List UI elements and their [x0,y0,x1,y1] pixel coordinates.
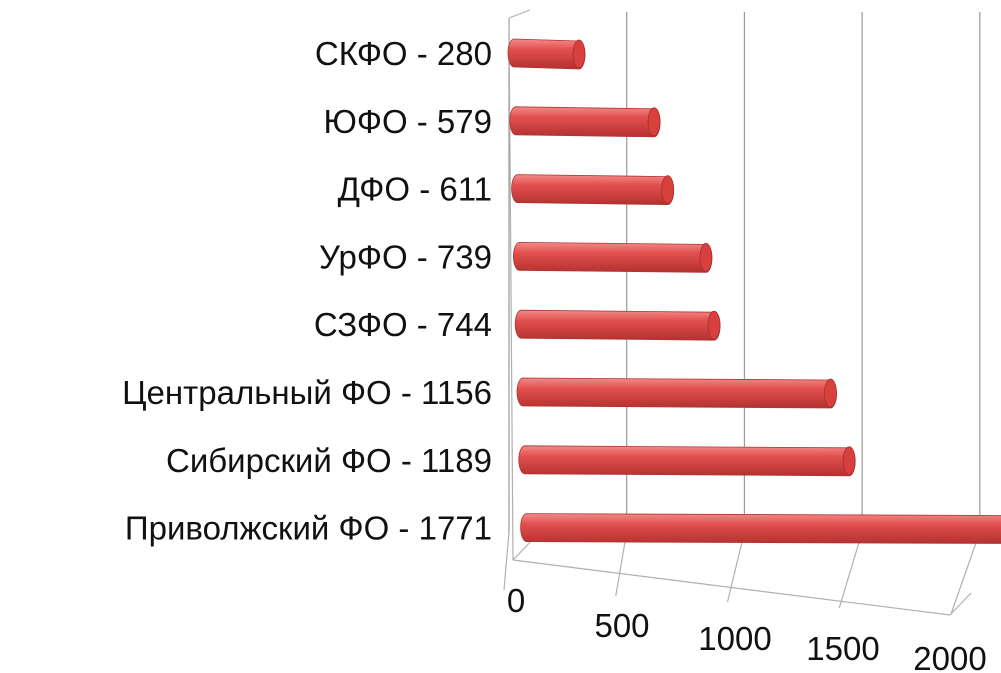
top-wall-edge [508,9,531,19]
bar-cap [699,242,713,272]
bar-cap [707,310,721,340]
bar [518,445,856,477]
left-wall-edge [508,17,514,561]
bar-body [511,174,675,206]
floor-line-1000 [726,531,745,603]
category-label: СКФО - 280 [315,35,492,72]
floor-line-2000 [950,531,981,615]
category-label: УрФО - 739 [319,238,492,275]
category-label: Центральный ФО - 1156 [122,374,492,411]
label-layer: СКФО - 280 ЮФО - 579 ДФО - 611 УрФО - 739 СЗ… [122,35,987,673]
bar-body [514,309,721,341]
x-tick-label: 1500 [806,630,879,667]
category-label: СЗФО - 744 [314,306,492,343]
bar [520,513,1001,544]
floor-front-edge [512,559,951,616]
bar [513,241,713,273]
bar-body [520,513,1001,544]
bar [514,309,721,341]
bar-body [516,377,837,409]
bar [509,106,661,138]
bar [511,174,675,206]
floor-right-edge [949,592,972,616]
category-label: Сибирский ФО - 1189 [166,442,492,479]
floor-line-500 [615,531,628,597]
bar-layer [507,38,1001,544]
category-label: ЮФО - 579 [324,103,492,140]
x-tick-label: 1000 [698,620,771,657]
x-tick-label: 2000 [913,640,986,673]
bar-body [513,241,713,273]
floor-line-1500 [838,531,863,609]
bar-body [518,445,856,477]
bar [516,377,837,409]
bar-cap [842,446,856,476]
bar-cap [661,175,675,205]
category-label: Приволжский ФО - 1771 [125,510,492,547]
floor-line-0 [503,531,510,591]
x-tick-label: 0 [507,582,525,619]
bar-cap [572,39,586,69]
bar-cap [824,378,837,408]
category-label: ДФО - 611 [338,171,492,208]
bar [507,38,586,70]
x-tick-label: 500 [594,607,649,644]
bar-body [509,106,661,138]
bar-cap [647,107,661,137]
